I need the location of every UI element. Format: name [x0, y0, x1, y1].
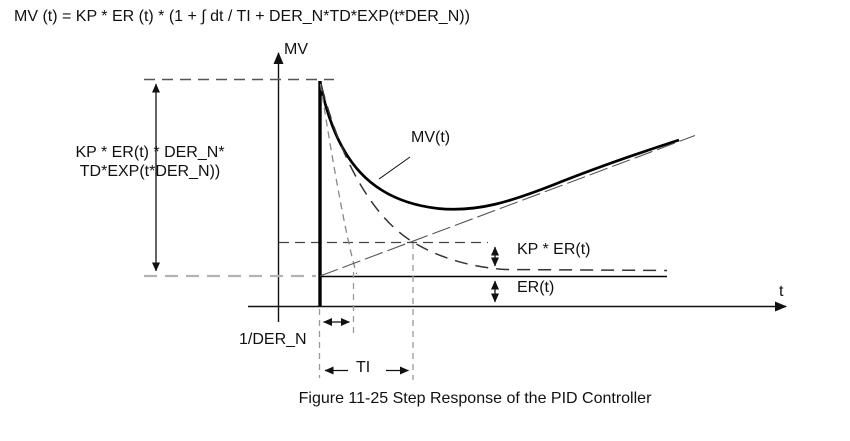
formula: MV (t) = KP * ER (t) * (1 + ∫ dt / TI + … [14, 8, 470, 25]
derivative-term-label-line2: TD*EXP(t*DER_N)) [79, 162, 221, 180]
curve-label-leader-line [378, 156, 411, 180]
proportional-term-label: KP * ER(t) [517, 241, 591, 258]
integral-ramp-asymptote [319, 134, 696, 277]
initial-tangent-dashed-curve [319, 83, 358, 275]
error-signal-label: ER(t) [517, 279, 555, 296]
y-axis-label: MV [284, 41, 308, 58]
x-axis-label: t [779, 283, 784, 300]
derivative-time-label: 1/DER_N [239, 331, 307, 348]
figure-caption: Figure 11-25 Step Response of the PID Co… [298, 390, 652, 407]
derivative-term-label-line1: KP * ER(t) * DER_N* [75, 144, 225, 161]
integral-time-label: TI [356, 359, 371, 376]
mv-curve [318, 81, 680, 211]
curve-label: MV(t) [411, 129, 451, 146]
derivative-term-label: KP * ER(t) * DER_N* TD*EXP(t*DER_N)) [75, 144, 224, 181]
derivative-decay-dashed-curve [320, 85, 668, 272]
